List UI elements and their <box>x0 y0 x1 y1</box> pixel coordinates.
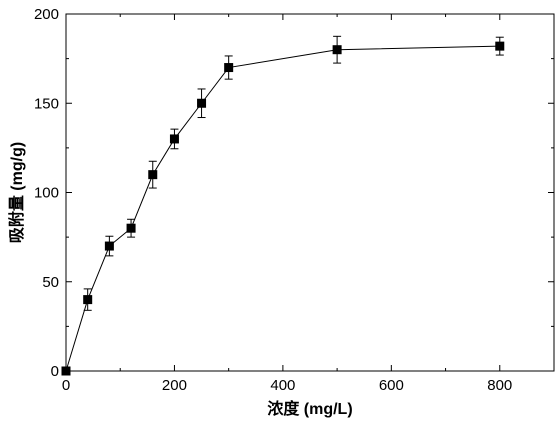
x-tick-label: 200 <box>162 377 187 394</box>
y-tick-label: 100 <box>34 185 59 202</box>
series-line <box>65 45 500 372</box>
data-point <box>495 41 505 51</box>
data-point <box>104 241 114 251</box>
data-point <box>332 45 342 55</box>
x-tick-label: 0 <box>62 377 70 394</box>
x-tick-label: 600 <box>379 377 404 394</box>
data-point <box>197 98 207 108</box>
plot-frame <box>65 13 555 372</box>
x-tick-label: 400 <box>270 377 295 394</box>
data-point <box>61 366 71 376</box>
y-tick-label: 150 <box>34 95 59 112</box>
data-point <box>169 134 179 144</box>
data-point <box>148 170 158 180</box>
data-point <box>126 223 136 233</box>
x-tick-label: 800 <box>487 377 512 394</box>
y-tick-label: 0 <box>51 363 59 380</box>
data-point <box>83 295 93 305</box>
x-axis-title: 浓度 (mg/L) <box>267 399 352 418</box>
y-axis-title: 吸附量 (mg/g) <box>7 142 26 243</box>
y-tick-label: 200 <box>34 6 59 23</box>
y-tick-label: 50 <box>42 274 59 291</box>
data-point <box>224 63 234 73</box>
